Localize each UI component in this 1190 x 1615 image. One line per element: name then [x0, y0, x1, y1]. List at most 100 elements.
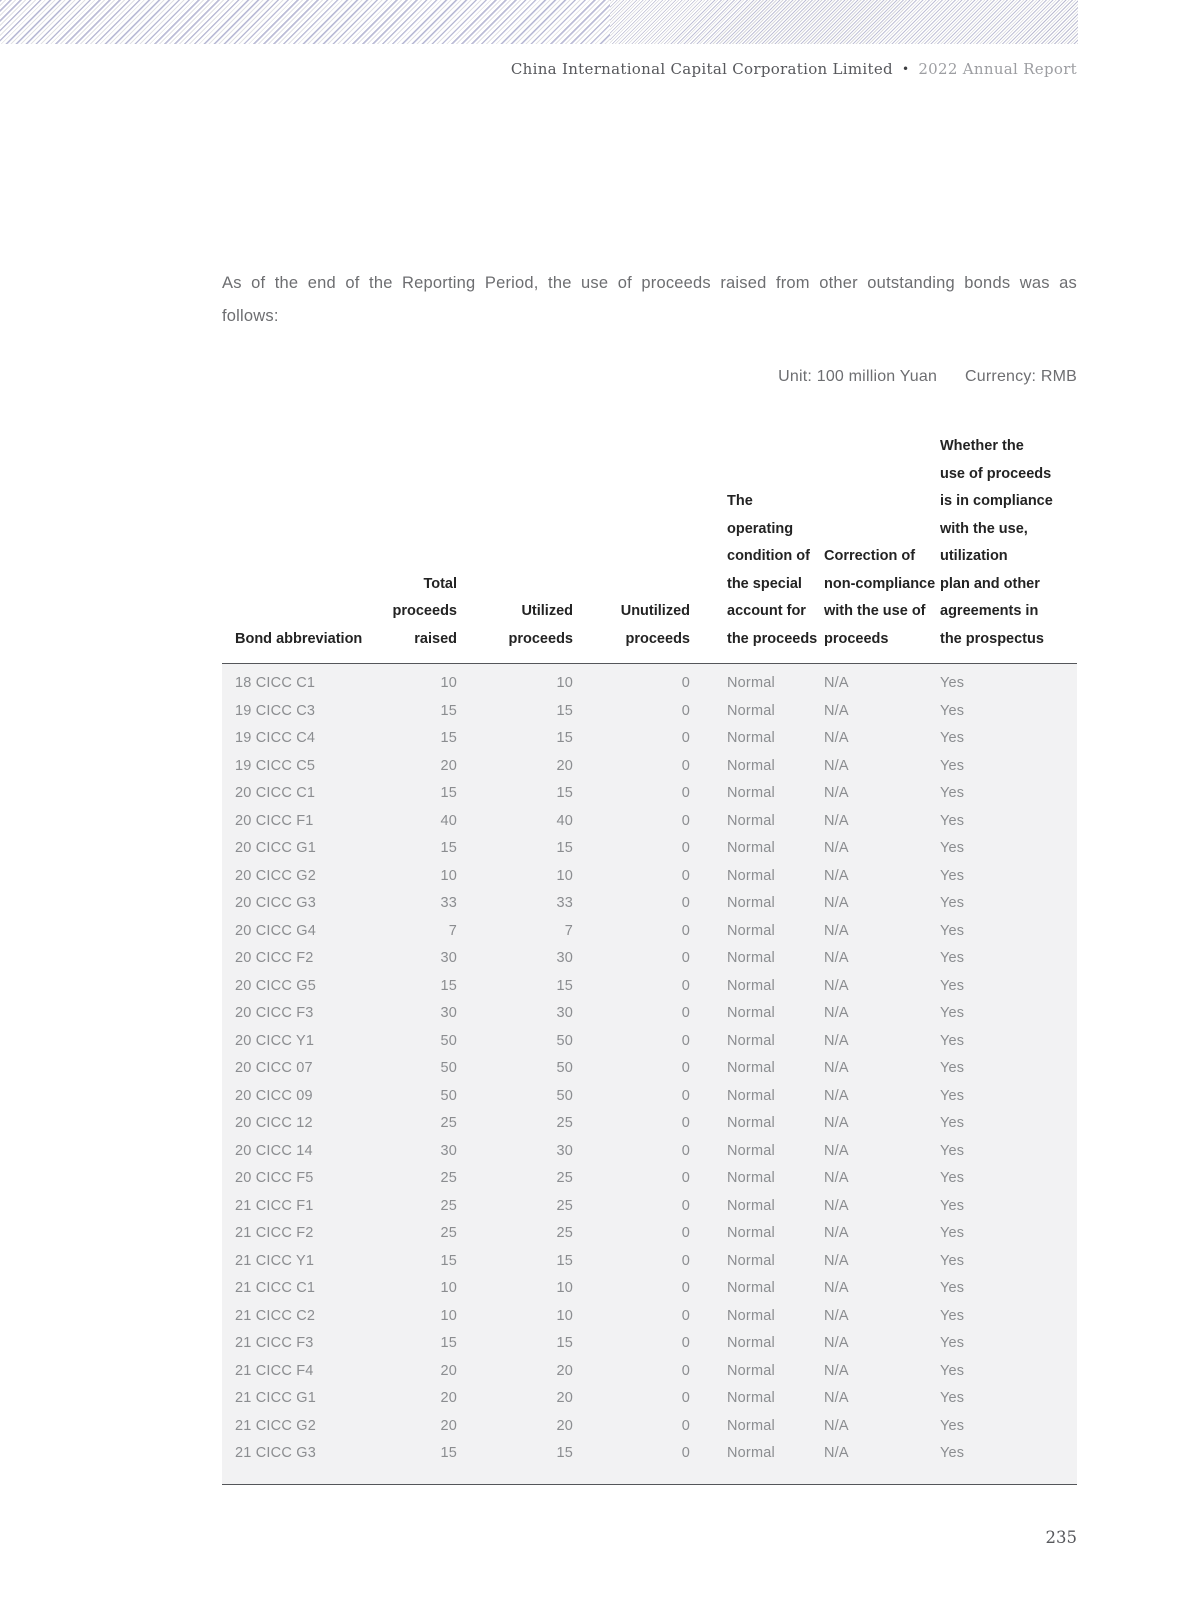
cell-bond: 20 CICC F3 [235, 1005, 314, 1021]
column-header-line: proceeds [508, 630, 573, 647]
column-header-total: Total proceeds raised [382, 433, 457, 664]
column-header-line: with the use, [940, 520, 1028, 537]
cell-utilized: 7 [564, 922, 573, 939]
cell-utilized: 20 [556, 1417, 573, 1434]
cell-operating: Normal [727, 1417, 775, 1434]
table-row: 19 CICC C3 15 15 0 Normal N/A Yes [222, 698, 1077, 726]
cell-correction: N/A [824, 922, 849, 939]
table-row: 20 CICC F5 25 25 0 Normal N/A Yes [222, 1165, 1077, 1193]
cell-utilized: 25 [556, 1115, 573, 1131]
table-row: 21 CICC C1 10 10 0 Normal N/A Yes [222, 1275, 1077, 1303]
cell-total: 15 [440, 977, 457, 994]
cell-unutilized: 0 [681, 730, 690, 746]
cell-utilized: 25 [556, 1170, 573, 1186]
cell-correction: N/A [824, 757, 849, 774]
cell-bond: 20 CICC 07 [235, 1060, 313, 1076]
cell-utilized: 10 [556, 1307, 573, 1324]
column-header-line: proceeds [625, 630, 690, 647]
cell-operating: Normal [727, 895, 775, 911]
cell-total: 33 [440, 895, 457, 911]
page-number: 235 [1045, 1527, 1078, 1547]
table-row: 20 CICC 07 50 50 0 Normal N/A Yes [222, 1055, 1077, 1083]
column-header-line: utilization [940, 548, 1008, 564]
cell-utilized: 20 [556, 1362, 573, 1379]
cell-utilized: 50 [556, 1087, 573, 1104]
content-column: As of the end of the Reporting Period, t… [222, 0, 1077, 1549]
cell-operating: Normal [727, 1362, 775, 1379]
cell-bond: 20 CICC Y1 [235, 1032, 315, 1049]
column-header-line: the proceeds [727, 630, 818, 647]
cell-total: 10 [440, 867, 457, 884]
column-header-correction: Correction of non-compliance with the use … [824, 433, 940, 664]
cell-bond: 21 CICC C2 [235, 1307, 316, 1324]
cell-utilized: 15 [556, 730, 573, 746]
cell-unutilized: 0 [681, 1197, 690, 1214]
unit-currency-note: Unit: 100 million Yuan Currency: RMB [222, 367, 1077, 387]
cell-utilized: 15 [556, 977, 573, 994]
table-row: 21 CICC Y1 15 15 0 Normal N/A Yes [222, 1248, 1077, 1276]
column-header-bond: Bond abbreviation [222, 433, 382, 664]
cell-compliance: Yes [940, 840, 965, 856]
column-header-line: account for [727, 603, 806, 619]
cell-bond: 21 CICC Y1 [235, 1252, 315, 1269]
table-row: 20 CICC 12 25 25 0 Normal N/A Yes [222, 1110, 1077, 1138]
table-row: 20 CICC Y1 50 50 0 Normal N/A Yes [222, 1028, 1077, 1056]
cell-correction: N/A [824, 1170, 849, 1186]
column-header-line: use of proceeds [940, 465, 1052, 482]
cell-utilized: 15 [556, 840, 573, 856]
cell-operating: Normal [727, 730, 775, 746]
cell-operating: Normal [727, 1142, 775, 1159]
cell-operating: Normal [727, 675, 775, 691]
column-header-unutilized: Unutilized proceeds [573, 433, 690, 664]
cell-correction: N/A [824, 1060, 849, 1076]
cell-utilized: 50 [556, 1060, 573, 1076]
cell-compliance: Yes [940, 1087, 965, 1104]
cell-compliance: Yes [940, 675, 965, 691]
table-row: 18 CICC C1 10 10 0 Normal N/A Yes [222, 664, 1077, 698]
table-row: 20 CICC G1 15 15 0 Normal N/A Yes [222, 835, 1077, 863]
cell-total: 50 [440, 1032, 457, 1049]
cell-correction: N/A [824, 867, 849, 884]
column-header-compliance: Whether the use of proceeds is in complian… [940, 433, 1077, 664]
column-header-line: Total proceeds [392, 575, 457, 620]
cell-compliance: Yes [940, 812, 965, 829]
cell-operating: Normal [727, 1060, 775, 1076]
cell-operating: Normal [727, 1335, 775, 1351]
table-row: 20 CICC G3 33 33 0 Normal N/A Yes [222, 890, 1077, 918]
cell-bond: 21 CICC C1 [235, 1280, 316, 1296]
cell-correction: N/A [824, 1032, 849, 1049]
cell-correction: N/A [824, 730, 849, 746]
cell-compliance: Yes [940, 1390, 965, 1406]
table-row: 20 CICC C1 15 15 0 Normal N/A Yes [222, 780, 1077, 808]
cell-compliance: Yes [940, 1362, 965, 1379]
column-header-line: Whether the [940, 438, 1024, 454]
cell-correction: N/A [824, 1390, 849, 1406]
cell-operating: Normal [727, 1390, 775, 1406]
running-header: China International Capital Corporation … [0, 60, 1190, 78]
cell-correction: N/A [824, 1252, 849, 1269]
table-row: 19 CICC C5 20 20 0 Normal N/A Yes [222, 753, 1077, 781]
cell-unutilized: 0 [681, 1445, 690, 1461]
cell-unutilized: 0 [681, 1142, 690, 1159]
cell-total: 20 [440, 1417, 457, 1434]
cell-total: 25 [440, 1197, 457, 1214]
table-row: 20 CICC G5 15 15 0 Normal N/A Yes [222, 973, 1077, 1001]
column-header-line: Unutilized [620, 603, 690, 619]
cell-correction: N/A [824, 1417, 849, 1434]
table-row: 20 CICC F1 40 40 0 Normal N/A Yes [222, 808, 1077, 836]
cell-utilized: 25 [556, 1197, 573, 1214]
cell-compliance: Yes [940, 1170, 965, 1186]
cell-total: 15 [440, 1445, 457, 1461]
unit-note: Unit: 100 million Yuan [778, 368, 938, 385]
report-title: 2022 Annual Report [918, 60, 1077, 78]
cell-total: 50 [440, 1060, 457, 1076]
cell-operating: Normal [727, 840, 775, 856]
table-body: 18 CICC C1 10 10 0 Normal N/A Yes 19 CICC C3 15 1… [222, 663, 1077, 1484]
cell-operating: Normal [727, 1280, 775, 1296]
intro-line-2: follows: [222, 307, 279, 325]
cell-compliance: Yes [940, 1060, 965, 1076]
cell-correction: N/A [824, 1005, 849, 1021]
cell-bond: 20 CICC G5 [235, 977, 316, 994]
cell-compliance: Yes [940, 757, 965, 774]
